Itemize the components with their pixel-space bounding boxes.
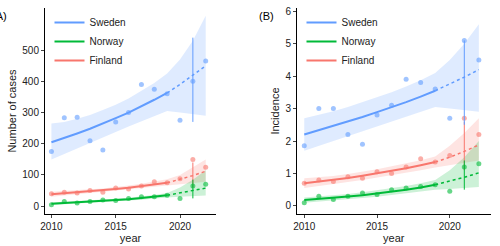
svg-text:6: 6 (285, 6, 291, 17)
svg-text:year: year (120, 232, 142, 244)
svg-text:2015: 2015 (366, 221, 389, 232)
svg-text:2020: 2020 (169, 221, 192, 232)
svg-text:1: 1 (285, 168, 291, 179)
svg-text:(A): (A) (0, 10, 7, 22)
svg-text:Number of cases: Number of cases (6, 69, 18, 153)
svg-text:200: 200 (22, 138, 39, 149)
svg-text:Norway: Norway (90, 36, 124, 47)
svg-text:Finland: Finland (90, 55, 123, 66)
svg-text:year: year (383, 232, 405, 244)
svg-text:300: 300 (22, 107, 39, 118)
svg-text:2015: 2015 (105, 221, 128, 232)
svg-text:0: 0 (285, 200, 291, 211)
svg-text:2020: 2020 (439, 221, 462, 232)
svg-text:2: 2 (285, 136, 291, 147)
svg-text:2010: 2010 (293, 221, 316, 232)
svg-text:500: 500 (22, 45, 39, 56)
svg-text:Norway: Norway (342, 36, 376, 47)
svg-text:5: 5 (285, 38, 291, 49)
svg-text:Sweden: Sweden (90, 17, 126, 28)
svg-text:Finland: Finland (342, 55, 375, 66)
svg-text:Incidence: Incidence (269, 87, 281, 134)
svg-text:100: 100 (22, 169, 39, 180)
svg-text:0: 0 (33, 201, 39, 212)
svg-text:400: 400 (22, 76, 39, 87)
svg-text:4: 4 (285, 71, 291, 82)
svg-text:(B): (B) (259, 10, 274, 22)
svg-text:3: 3 (285, 103, 291, 114)
svg-text:Sweden: Sweden (342, 17, 378, 28)
svg-text:2010: 2010 (40, 221, 63, 232)
